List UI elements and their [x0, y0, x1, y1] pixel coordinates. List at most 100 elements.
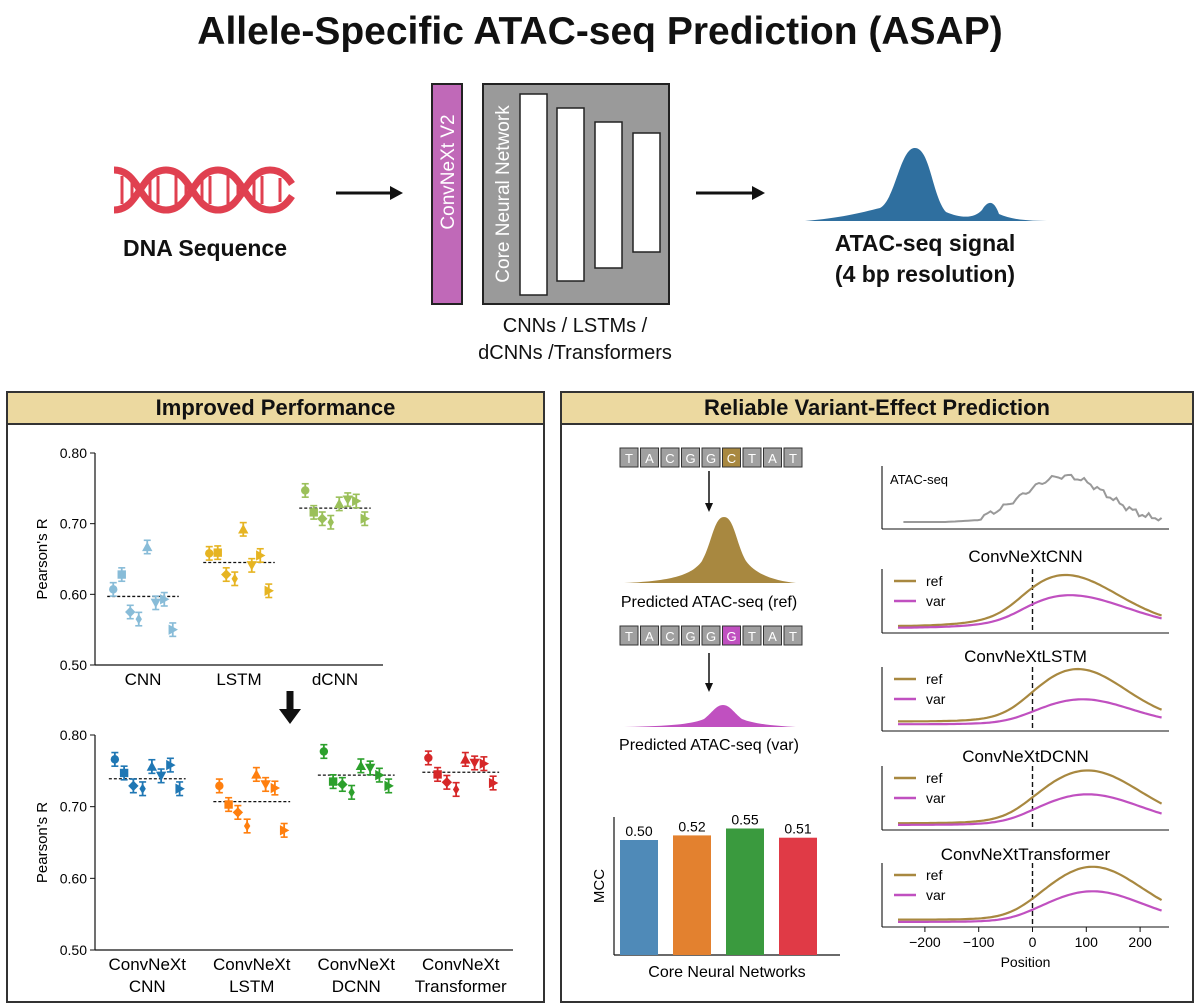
subplot-title: ConvNeXtDCNN	[962, 747, 1089, 766]
atac-signal-shape	[805, 147, 1052, 221]
base-letter: A	[768, 629, 777, 644]
data-point	[139, 783, 146, 794]
var-track-line	[898, 890, 1162, 923]
base-box	[783, 625, 803, 646]
legend-ref-label: ref	[926, 573, 942, 589]
data-point	[360, 513, 370, 524]
y-tick-label: 0.80	[60, 445, 87, 461]
x-tick-label: −100	[963, 934, 995, 950]
base-letter: A	[645, 629, 654, 644]
x-tick-label: CNN	[129, 977, 166, 996]
base-letter: T	[789, 629, 797, 644]
layer-block	[594, 121, 623, 269]
data-point	[110, 755, 120, 764]
data-point	[469, 758, 480, 769]
data-point	[352, 495, 362, 507]
x-tick-label: 200	[1128, 934, 1152, 950]
data-point	[256, 550, 266, 561]
y-axis-label: Pearson's R	[34, 802, 51, 883]
x-tick-label: dCNN	[312, 670, 358, 689]
y-tick-label: 0.60	[60, 870, 87, 886]
arrow-icon	[696, 186, 765, 200]
x-axis-label: Position	[1001, 954, 1051, 970]
x-tick-label: ConvNeXt	[422, 955, 500, 974]
variant-effect-panel-title: Reliable Variant-Effect Prediction	[562, 393, 1192, 425]
data-point	[125, 606, 136, 618]
down-arrow-icon	[279, 691, 301, 724]
data-point	[424, 753, 433, 763]
layer-block	[519, 93, 548, 296]
x-tick-label: 100	[1075, 934, 1099, 950]
arrow-icon	[336, 186, 403, 200]
data-point	[488, 777, 499, 789]
base-letter: T	[625, 629, 633, 644]
legend-var-label: var	[926, 887, 946, 903]
x-tick-label: CNN	[125, 670, 162, 689]
data-point	[135, 613, 142, 625]
base-box	[722, 447, 741, 468]
data-point	[168, 624, 178, 635]
data-point	[348, 787, 355, 798]
base-box	[763, 447, 782, 468]
core-caption-line2: dCNNs /Transformers	[478, 342, 672, 364]
base-box	[619, 447, 639, 468]
x-tick-label: DCNN	[332, 977, 381, 996]
data-point	[337, 779, 348, 790]
convnext-label: ConvNeXt V2	[438, 114, 459, 229]
base-letter: T	[625, 451, 633, 466]
data-point	[452, 784, 460, 795]
y-tick-label: 0.50	[60, 657, 87, 673]
x-tick-label: −200	[909, 934, 941, 950]
base-box	[783, 447, 803, 468]
legend-var-label: var	[926, 691, 946, 707]
arrow-icon	[705, 471, 713, 512]
base-box	[619, 625, 639, 646]
base-letter: C	[727, 451, 736, 466]
base-box	[660, 447, 680, 468]
data-point	[309, 508, 318, 517]
data-point	[270, 782, 281, 794]
data-point	[213, 548, 222, 557]
data-point	[327, 517, 334, 528]
data-point	[479, 758, 490, 769]
data-point	[109, 585, 118, 594]
var-prediction-caption: Predicted ATAC-seq (var)	[619, 737, 799, 754]
data-point	[221, 569, 232, 580]
data-point	[215, 781, 224, 791]
base-letter: C	[665, 451, 674, 466]
legend-ref-label: ref	[926, 867, 942, 883]
var-prediction-shape	[624, 705, 796, 727]
legend-var-label: var	[926, 593, 946, 609]
atac-signal-label: ATAC-seq signal (4 bp resolution)	[790, 228, 1060, 290]
data-point	[142, 541, 153, 552]
atac-signal-line	[903, 473, 1163, 523]
data-point	[166, 759, 176, 771]
data-point	[232, 807, 244, 818]
y-tick-label: 0.50	[60, 942, 87, 958]
data-point	[355, 760, 367, 771]
base-letter: T	[789, 451, 797, 466]
data-point	[384, 780, 394, 792]
arrow-icon	[705, 653, 713, 692]
x-tick-label: LSTM	[229, 977, 274, 996]
subplot-title: ConvNeXtLSTM	[964, 647, 1087, 666]
ref-track-line	[898, 865, 1163, 921]
ref-track-line	[898, 667, 1163, 723]
data-point	[328, 777, 338, 786]
mcc-value-label: 0.52	[678, 818, 705, 834]
core-network-caption: CNNs / LSTMs / dCNNs /Transformers	[440, 313, 710, 367]
base-box	[681, 625, 700, 646]
mcc-bar-chart: 0.50 0.52 0.55 0.51 MCC Core Neural Networks	[591, 812, 840, 981]
base-letter: A	[768, 451, 777, 466]
mcc-bar	[726, 828, 764, 955]
x-tick-label: LSTM	[216, 670, 261, 689]
data-point	[441, 777, 453, 788]
pearson-chart-baseline: 0.50 0.60 0.70 0.80 Pearson's R CNN LSTM dCNN	[34, 445, 383, 689]
data-point	[334, 498, 345, 509]
var-track-line	[898, 594, 1162, 629]
mcc-bar	[673, 835, 711, 955]
layer-block	[632, 132, 661, 253]
base-box	[660, 625, 680, 646]
dna-icon	[113, 166, 295, 214]
